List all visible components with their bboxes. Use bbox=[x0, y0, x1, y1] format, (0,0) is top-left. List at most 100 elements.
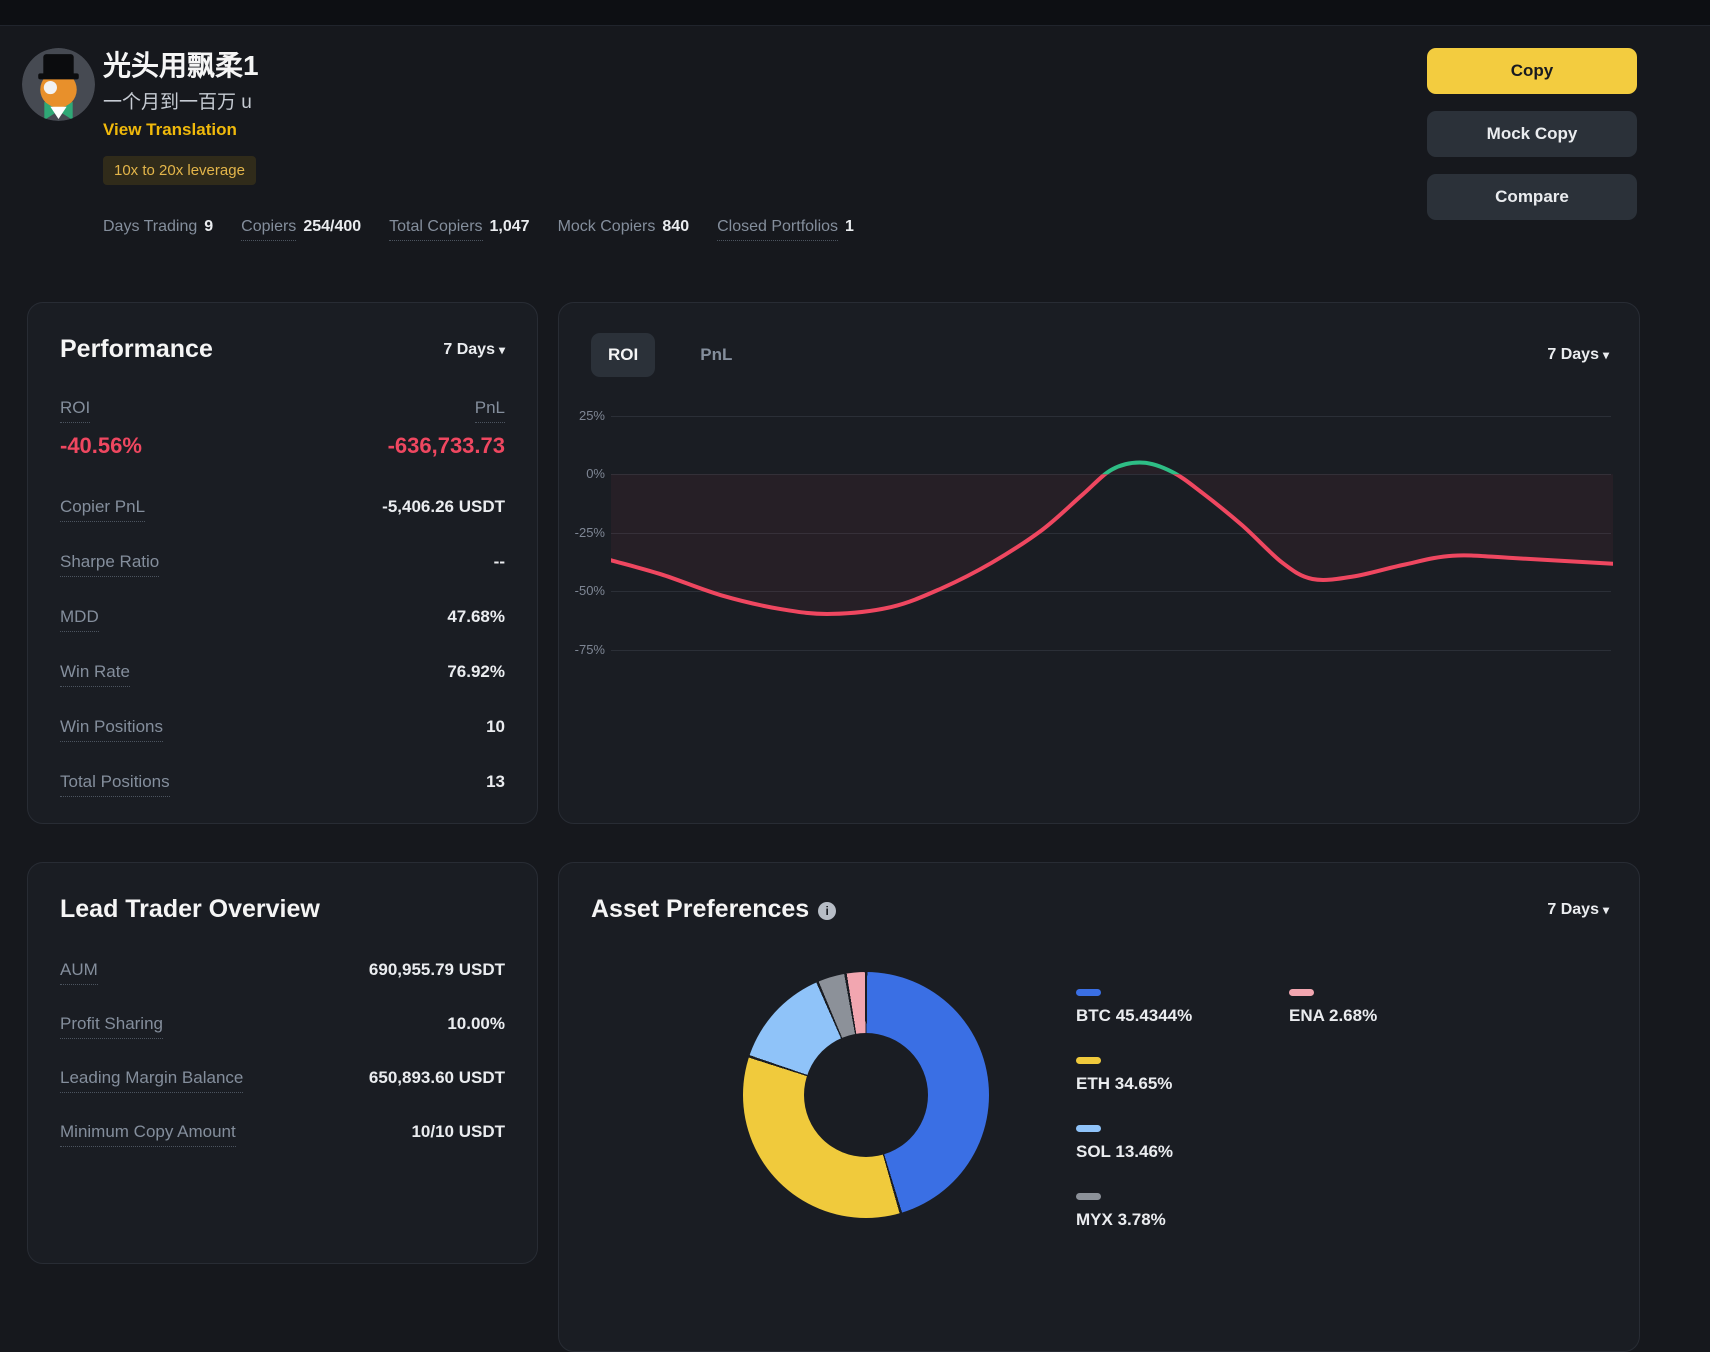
pnl-metric: PnL -636,733.73 bbox=[388, 398, 505, 459]
asset-preferences-title: Asset Preferences i bbox=[591, 895, 837, 924]
stat-label[interactable]: Copiers bbox=[241, 218, 297, 241]
legend-item-eth: ETH 34.65% bbox=[1076, 1057, 1192, 1094]
metric-value: 47.68% bbox=[447, 607, 505, 626]
legend-swatch-myx bbox=[1076, 1193, 1101, 1200]
stat-days-trading: Days Trading 9 bbox=[103, 218, 213, 240]
metric-label[interactable]: Copier PnL bbox=[60, 497, 146, 522]
metric-row-minimum-copy-amount: Minimum Copy Amount 10/10 USDT bbox=[60, 1122, 505, 1147]
stat-value: 840 bbox=[662, 218, 690, 235]
header-actions: Copy Mock Copy Compare bbox=[1427, 48, 1637, 220]
mock-copy-button[interactable]: Mock Copy bbox=[1427, 111, 1637, 157]
stat-copiers: Copiers 254/400 bbox=[241, 218, 361, 241]
metric-label[interactable]: Leading Margin Balance bbox=[60, 1068, 244, 1093]
stat-value: 254/400 bbox=[303, 218, 362, 235]
metric-value: 76.92% bbox=[447, 662, 505, 681]
metric-label[interactable]: Win Rate bbox=[60, 662, 130, 687]
trader-name: 光头用飘柔1 bbox=[103, 50, 259, 81]
tab-pnl[interactable]: PnL bbox=[700, 345, 733, 364]
stat-value: 9 bbox=[204, 218, 214, 235]
roi-line-positive bbox=[1101, 460, 1181, 475]
metric-value: -5,406.26 USDT bbox=[382, 497, 505, 516]
stat-label[interactable]: Closed Portfolios bbox=[717, 218, 839, 241]
gridline-0: 0% bbox=[586, 466, 1611, 481]
pnl-label[interactable]: PnL bbox=[474, 398, 505, 423]
metric-value: -- bbox=[493, 552, 505, 571]
legend-swatch-btc bbox=[1076, 989, 1101, 996]
metric-label[interactable]: Win Positions bbox=[60, 717, 163, 742]
performance-title: Performance bbox=[60, 335, 213, 363]
metric-row-profit-sharing: Profit Sharing 10.00% bbox=[60, 1014, 505, 1039]
trader-stats-row: Days Trading 9 Copiers 254/400 Total Cop… bbox=[103, 218, 854, 241]
metric-label[interactable]: Minimum Copy Amount bbox=[60, 1122, 236, 1147]
roi-line-chart bbox=[611, 460, 1613, 616]
metric-row-total-positions: Total Positions 13 bbox=[60, 772, 505, 797]
compare-button[interactable]: Compare bbox=[1427, 174, 1637, 220]
asset-period-dropdown[interactable]: 7 Days ▾ bbox=[1547, 900, 1609, 918]
copy-button[interactable]: Copy bbox=[1427, 48, 1637, 94]
performance-card: Performance 7 Days ▾ ROI -40.56% PnL -636… bbox=[27, 302, 538, 824]
chart-tabs: ROI PnL bbox=[591, 333, 749, 377]
stat-value: 1 bbox=[845, 218, 854, 235]
stat-label: Days Trading bbox=[103, 218, 198, 235]
legend-item-ena: ENA 2.68% bbox=[1289, 989, 1377, 1026]
y-tick: -75% bbox=[574, 642, 605, 657]
legend-item-sol: SOL 13.46% bbox=[1076, 1125, 1192, 1162]
stat-total-copiers: Total Copiers 1,047 bbox=[389, 218, 530, 241]
roi-value: -40.56% bbox=[60, 433, 142, 458]
y-tick: 0% bbox=[586, 466, 605, 481]
chevron-down-icon: ▾ bbox=[1602, 902, 1609, 917]
top-divider bbox=[0, 0, 1710, 26]
asset-legend-column-2: ENA 2.68% bbox=[1289, 989, 1377, 1057]
roi-metric: ROI -40.56% bbox=[60, 398, 142, 459]
metric-row-sharpe-ratio: Sharpe Ratio -- bbox=[60, 552, 505, 577]
legend-swatch-eth bbox=[1076, 1057, 1101, 1064]
roi-chart-card: ROI PnL 7 Days ▾ 25% 0% -25% -50% -75% bbox=[558, 302, 1640, 824]
chevron-down-icon: ▾ bbox=[1602, 348, 1609, 362]
metric-label[interactable]: Profit Sharing bbox=[60, 1014, 163, 1039]
roi-label[interactable]: ROI bbox=[60, 398, 91, 423]
gridline-minus50: -50% bbox=[575, 583, 1611, 598]
legend-swatch-sol bbox=[1076, 1125, 1101, 1132]
gridline-minus25: -25% bbox=[575, 525, 1611, 540]
asset-donut-chart bbox=[743, 972, 989, 1218]
metric-value: 10 bbox=[486, 717, 505, 736]
metric-label[interactable]: Sharpe Ratio bbox=[60, 552, 160, 577]
metric-row-copier-pnl: Copier PnL -5,406.26 USDT bbox=[60, 497, 505, 522]
stat-mock-copiers: Mock Copiers 840 bbox=[558, 218, 690, 240]
chevron-down-icon: ▾ bbox=[498, 342, 505, 357]
roi-area-fill bbox=[611, 462, 1613, 614]
legend-swatch-ena bbox=[1289, 989, 1314, 996]
y-tick: 25% bbox=[578, 408, 605, 423]
metric-row-aum: AUM 690,955.79 USDT bbox=[60, 960, 505, 985]
trader-description: 一个月到一百万 u bbox=[103, 92, 252, 113]
metric-label[interactable]: MDD bbox=[60, 607, 99, 632]
trader-avatar bbox=[22, 48, 95, 121]
info-icon[interactable]: i bbox=[818, 902, 837, 920]
metric-row-win-positions: Win Positions 10 bbox=[60, 717, 505, 742]
lead-overview-title: Lead Trader Overview bbox=[60, 895, 320, 923]
metric-value: 13 bbox=[486, 772, 505, 791]
legend-item-btc: BTC 45.4344% bbox=[1076, 989, 1192, 1026]
stat-value: 1,047 bbox=[489, 218, 530, 235]
roi-line-negative bbox=[611, 474, 1613, 616]
avatar-illustration bbox=[22, 48, 95, 121]
metric-label[interactable]: AUM bbox=[60, 960, 98, 985]
gridline-minus75: -75% bbox=[575, 642, 1611, 657]
lead-trader-overview-card: Lead Trader Overview AUM 690,955.79 USDT… bbox=[27, 862, 538, 1264]
y-tick: -25% bbox=[574, 525, 605, 540]
stat-label[interactable]: Total Copiers bbox=[389, 218, 483, 241]
metric-row-leading-margin-balance: Leading Margin Balance 650,893.60 USDT bbox=[60, 1068, 505, 1093]
y-tick: -50% bbox=[574, 583, 605, 598]
gridline-25: 25% bbox=[579, 408, 1611, 423]
metric-row-win-rate: Win Rate 76.92% bbox=[60, 662, 505, 687]
stat-closed-portfolios: Closed Portfolios 1 bbox=[717, 218, 854, 241]
metric-label[interactable]: Total Positions bbox=[60, 772, 170, 797]
asset-preferences-card: Asset Preferences i 7 Days ▾ BTC 45.4344% … bbox=[558, 862, 1640, 1352]
performance-period-dropdown[interactable]: 7 Days ▾ bbox=[443, 340, 505, 358]
asset-legend-column-1: BTC 45.4344% ETH 34.65% SOL 13.46% MYX 3… bbox=[1076, 989, 1192, 1261]
tab-roi[interactable]: ROI bbox=[591, 333, 656, 377]
metric-value: 10.00% bbox=[447, 1014, 505, 1033]
view-translation-link[interactable]: View Translation bbox=[103, 120, 237, 139]
chart-period-dropdown[interactable]: 7 Days ▾ bbox=[1547, 346, 1609, 363]
stat-label: Mock Copiers bbox=[557, 218, 656, 235]
